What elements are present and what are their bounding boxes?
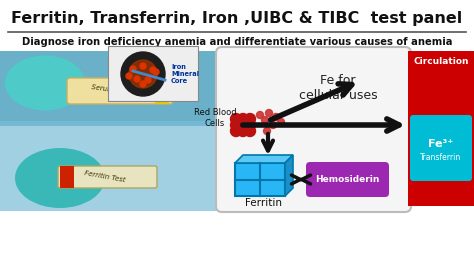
Circle shape xyxy=(237,126,248,136)
Circle shape xyxy=(145,77,151,83)
Text: Red Blood
Cells: Red Blood Cells xyxy=(194,108,237,128)
Bar xyxy=(108,46,198,101)
Circle shape xyxy=(277,118,284,126)
Circle shape xyxy=(237,114,248,124)
Circle shape xyxy=(140,63,146,69)
Text: Fe³⁺: Fe³⁺ xyxy=(428,139,454,149)
Text: Ferritin Test: Ferritin Test xyxy=(84,171,126,184)
Text: Diagnose iron deficiency anemia and differentiate various causes of anemia: Diagnose iron deficiency anemia and diff… xyxy=(22,37,452,47)
Bar xyxy=(155,78,169,104)
Circle shape xyxy=(273,114,280,120)
Circle shape xyxy=(256,111,264,118)
FancyBboxPatch shape xyxy=(216,47,411,212)
Ellipse shape xyxy=(5,56,85,110)
Circle shape xyxy=(230,119,241,131)
Circle shape xyxy=(265,110,273,117)
Circle shape xyxy=(245,126,255,136)
FancyBboxPatch shape xyxy=(306,162,389,197)
Bar xyxy=(0,121,220,211)
Text: Hemosiderin: Hemosiderin xyxy=(315,175,380,184)
Text: Fe for
cellular uses: Fe for cellular uses xyxy=(299,74,377,102)
Circle shape xyxy=(270,122,276,128)
Text: Serum Iron - Te: Serum Iron - Te xyxy=(91,84,145,98)
Circle shape xyxy=(230,114,241,124)
Circle shape xyxy=(126,73,132,79)
Text: Circulation: Circulation xyxy=(413,57,469,66)
Bar xyxy=(408,51,474,206)
Circle shape xyxy=(150,67,156,73)
Text: Ferritin, Transferrin, Iron ,UIBC & TIBC  test panel: Ferritin, Transferrin, Iron ,UIBC & TIBC… xyxy=(11,10,463,26)
Bar xyxy=(235,163,285,196)
Circle shape xyxy=(237,119,248,131)
Bar xyxy=(60,166,74,188)
Circle shape xyxy=(262,117,268,123)
Circle shape xyxy=(134,76,140,82)
Circle shape xyxy=(140,81,146,87)
Polygon shape xyxy=(285,155,293,196)
Circle shape xyxy=(129,60,157,88)
Polygon shape xyxy=(235,155,293,163)
FancyBboxPatch shape xyxy=(58,166,157,188)
Circle shape xyxy=(245,119,255,131)
Circle shape xyxy=(245,114,255,124)
Circle shape xyxy=(230,126,241,136)
Bar xyxy=(0,51,220,126)
Circle shape xyxy=(153,69,159,75)
Ellipse shape xyxy=(15,148,105,208)
FancyBboxPatch shape xyxy=(67,78,173,104)
Text: Iron
Mineral
Core: Iron Mineral Core xyxy=(171,64,199,84)
FancyBboxPatch shape xyxy=(410,115,472,181)
Text: Transferrin: Transferrin xyxy=(420,153,462,163)
Circle shape xyxy=(264,127,271,135)
Text: Ferritin: Ferritin xyxy=(246,198,283,208)
Circle shape xyxy=(130,66,136,72)
Circle shape xyxy=(121,52,165,96)
